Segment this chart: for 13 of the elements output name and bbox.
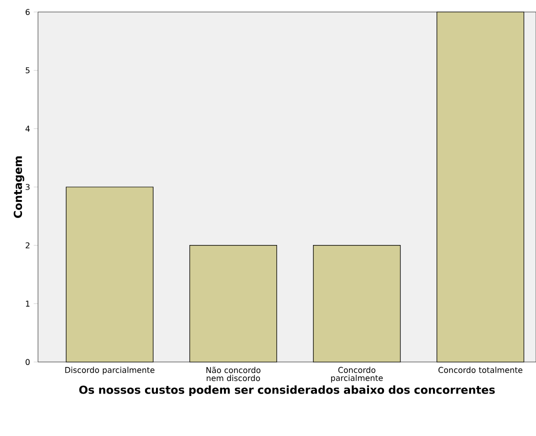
x-tick-label: Não concordo nem discordo xyxy=(206,366,260,382)
x-tick-label: Discordo parcialmente xyxy=(65,366,154,375)
x-axis-title: Os nossos custos podem ser considerados abaixo dos concorrentes xyxy=(79,385,495,396)
x-tick-label: Concordo totalmente xyxy=(438,366,522,373)
x-tick-label: Concordo parcialmente xyxy=(331,366,383,383)
y-axis-title: Contagem xyxy=(14,156,24,218)
y-tick-label: 4 xyxy=(26,126,30,132)
y-tick-label: 2 xyxy=(26,242,30,248)
y-tick-label: 5 xyxy=(26,67,30,74)
y-tick-label: 1 xyxy=(26,300,30,307)
y-tick-label: 0 xyxy=(26,358,30,366)
y-tick-label: 3 xyxy=(26,184,30,190)
y-tick-label: 6 xyxy=(26,8,30,16)
